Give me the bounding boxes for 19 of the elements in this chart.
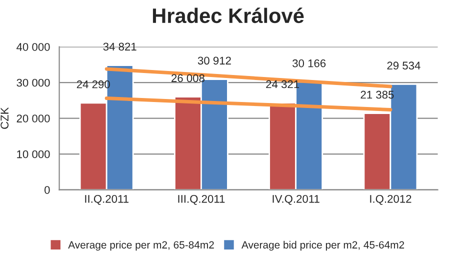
y-tick-label: 0 bbox=[44, 186, 50, 194]
y-axis-title: CZK bbox=[0, 107, 9, 129]
data-label: 26 008 bbox=[172, 74, 204, 82]
y-tick-label: 30 000 bbox=[16, 78, 50, 87]
data-label: 34 821 bbox=[103, 42, 136, 51]
x-tick-label: I.Q.2012 bbox=[370, 194, 412, 205]
x-tick-label: IV.Q.2011 bbox=[272, 194, 320, 205]
x-tick-label: III.Q.2011 bbox=[178, 194, 225, 205]
chart-title: Hradec Králové bbox=[152, 8, 304, 24]
y-tick-label: 20 000 bbox=[16, 114, 50, 122]
data-label: 24 321 bbox=[266, 80, 300, 88]
x-tick-label: II.Q.2011 bbox=[85, 194, 128, 205]
data-label: 29 534 bbox=[387, 62, 420, 70]
legend-label: Average bid price per m2, 45-64m2 bbox=[242, 240, 404, 251]
y-tick-label: 40 000 bbox=[16, 43, 50, 51]
data-label: 30 166 bbox=[292, 59, 326, 68]
y-tick-label: 10 000 bbox=[17, 150, 50, 158]
legend-label: Average price per m2, 65-84m2 bbox=[68, 240, 214, 251]
data-label: 30 912 bbox=[198, 56, 231, 65]
